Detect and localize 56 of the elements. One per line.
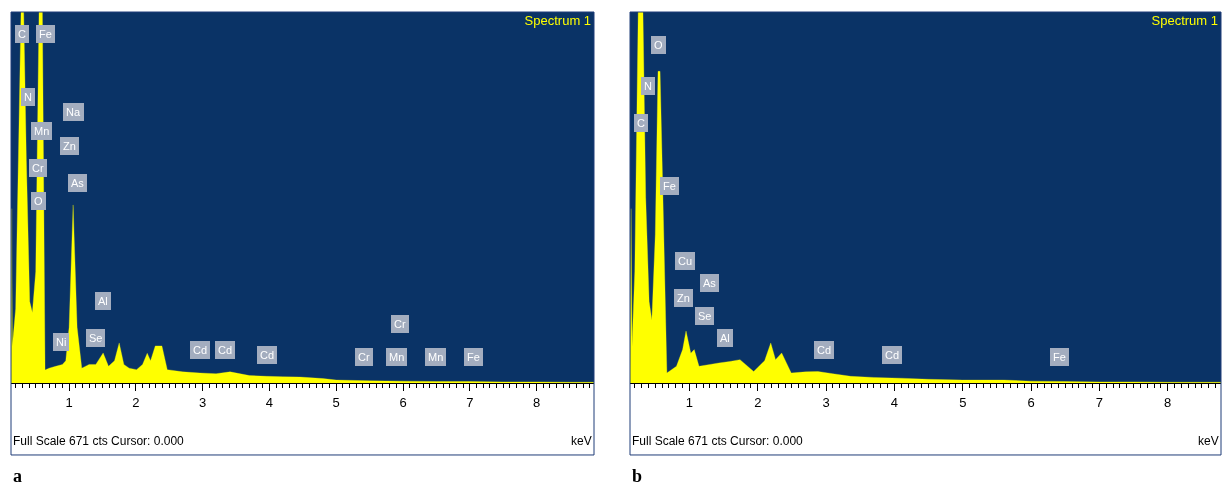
annotation: Cd: [218, 344, 233, 356]
annotation: Fe: [663, 180, 676, 192]
annotation: Fe: [1053, 351, 1066, 363]
annotation: Cr: [394, 318, 406, 330]
annotation: N: [644, 80, 652, 92]
x-axis-title: keV: [1198, 434, 1219, 448]
annotation: C: [18, 28, 26, 40]
annotation: Al: [98, 295, 108, 307]
annotation: Zn: [63, 140, 76, 152]
annotation: O: [654, 39, 663, 51]
x-tick-label: 8: [1164, 394, 1172, 410]
annotation: Cr: [358, 351, 370, 363]
annotation: Fe: [467, 351, 480, 363]
annotation: As: [703, 277, 717, 289]
x-tick-label: 8: [532, 394, 541, 410]
annotation: Ni: [56, 336, 67, 348]
x-tick-label: 3: [822, 394, 830, 410]
annotation: Se: [89, 332, 103, 344]
text: Full Scale 671 cts Cursor: 0.000: [632, 434, 804, 448]
annotation: Se: [698, 310, 712, 322]
annotation: Al: [720, 332, 730, 344]
annotation: Zn: [677, 292, 690, 304]
text: b: [632, 466, 643, 486]
text: Full Scale 671 cts Cursor: 0.000: [13, 434, 185, 448]
chart-title: Spectrum 1: [1151, 12, 1219, 28]
annotation: Cd: [193, 344, 208, 356]
x-tick-label: 5: [332, 394, 340, 410]
annotation: Mn: [34, 125, 50, 137]
chart-title: Spectrum 1: [524, 12, 592, 28]
annotation: As: [71, 177, 85, 189]
x-tick-label: 7: [1095, 394, 1103, 410]
x-tick-label: 4: [890, 394, 899, 410]
annotation: Mn: [428, 351, 444, 363]
annotation: Cr: [32, 162, 44, 174]
annotation: Cu: [678, 255, 693, 267]
x-tick-label: 1: [65, 394, 73, 410]
x-tick-label: 1: [685, 394, 694, 410]
annotation: C: [637, 117, 645, 129]
x-tick-label: 7: [466, 394, 474, 410]
annotation: Cd: [885, 349, 900, 361]
annotation: Fe: [39, 28, 52, 40]
annotation: O: [34, 195, 43, 207]
text: a: [13, 466, 22, 486]
annotation: N: [24, 91, 32, 103]
x-tick-label: 4: [265, 394, 274, 410]
x-tick-label: 6: [399, 394, 407, 410]
annotation: Cd: [817, 344, 832, 356]
x-tick-label: 6: [1027, 394, 1035, 410]
x-tick-label: 5: [959, 394, 967, 410]
x-tick-label: 3: [199, 394, 207, 410]
annotation: Cd: [260, 349, 275, 361]
annotation: Na: [66, 106, 81, 118]
x-tick-label: 2: [132, 394, 140, 410]
annotation: Mn: [389, 351, 405, 363]
x-axis-title: keV: [571, 434, 592, 448]
x-tick-label: 2: [754, 394, 762, 410]
